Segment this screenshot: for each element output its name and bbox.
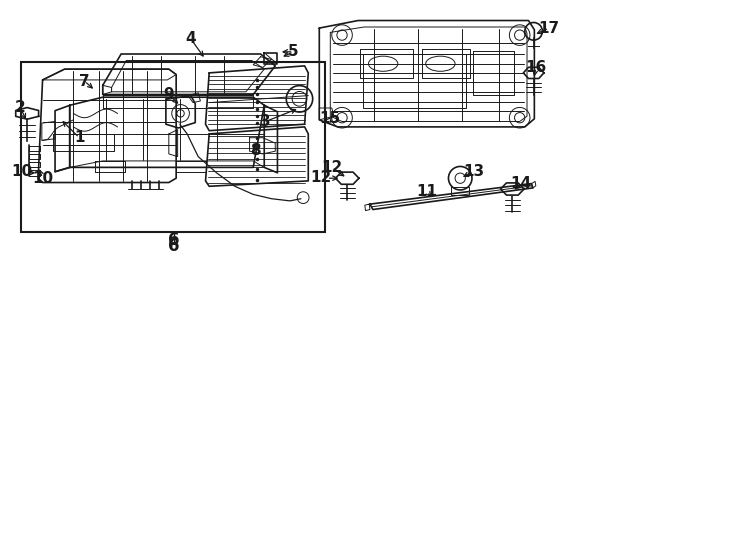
Text: 12: 12 (310, 170, 331, 185)
Text: 16: 16 (526, 60, 546, 75)
Text: 7: 7 (79, 73, 90, 89)
Text: 5: 5 (288, 44, 299, 59)
Text: 6: 6 (168, 237, 180, 255)
Text: 10: 10 (32, 171, 53, 186)
Text: 3: 3 (261, 114, 271, 129)
Text: 13: 13 (463, 164, 484, 179)
Text: 15: 15 (320, 111, 341, 126)
Text: 11: 11 (417, 184, 437, 199)
Text: 6: 6 (168, 231, 180, 249)
Text: 4: 4 (186, 31, 196, 46)
Text: 12: 12 (321, 160, 342, 175)
Text: 10: 10 (12, 164, 32, 179)
Text: 14: 14 (511, 176, 531, 191)
Text: 17: 17 (539, 21, 559, 36)
Bar (21, 62, 325, 232)
Text: 8: 8 (250, 143, 261, 158)
Text: 9: 9 (164, 87, 174, 102)
Text: 2: 2 (15, 100, 26, 116)
Text: 1: 1 (74, 130, 84, 145)
